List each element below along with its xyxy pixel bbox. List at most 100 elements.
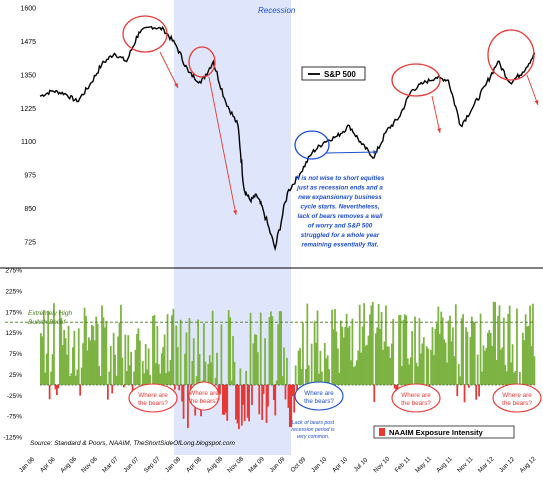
naaim-bar-negative — [373, 384, 376, 402]
x-axis-labels: Jan 06 Apr 06 Aug 06 Nov 06 Mar 07 Jun 07 Sep … — [18, 455, 538, 474]
naaim-bar-positive — [51, 354, 54, 385]
naaim-bar-positive — [245, 370, 248, 385]
naaim-bar-positive — [491, 346, 494, 385]
bear-callout-text: the bears? — [189, 398, 219, 405]
naaim-bar-positive — [370, 305, 373, 385]
arrow-head — [534, 100, 539, 105]
naaim-bar-positive — [347, 327, 349, 385]
naaim-bar-positive — [357, 350, 360, 385]
naaim-bar-negative — [246, 384, 249, 418]
naaim-bar-positive — [366, 344, 368, 385]
naaim-bar-positive — [507, 313, 510, 385]
naaim-bar-positive — [341, 326, 344, 385]
x-tick-label: May 11 — [414, 455, 433, 474]
x-tick-label: Nov 08 — [226, 455, 245, 474]
naaim-bar-positive — [411, 331, 414, 385]
x-tick-label: Nov 11 — [456, 455, 475, 474]
naaim-bar-positive — [361, 326, 364, 385]
naaim-bar-positive — [67, 325, 70, 385]
naaim-bar-negative — [187, 384, 189, 429]
naaim-bar-negative — [173, 384, 176, 390]
naaim-bar-positive — [484, 350, 486, 385]
naaim-bar-positive — [195, 376, 198, 385]
naaim-bar-negative — [57, 384, 60, 389]
x-tick-label: Jan 06 — [18, 456, 36, 474]
naaim-bar-positive — [281, 376, 284, 385]
naaim-bar-positive — [399, 315, 402, 385]
naaim-bar-negative — [288, 384, 291, 428]
naaim-bar-positive — [325, 358, 328, 385]
naaim-bar-positive — [418, 318, 421, 385]
naaim-bar-positive — [229, 317, 232, 385]
naaim-bar-positive — [117, 336, 119, 385]
naaim-y-tick-label: -25% — [7, 393, 22, 400]
bear-callout-circle — [492, 383, 542, 413]
naaim-bar-positive — [115, 375, 118, 385]
naaim-bar-positive — [421, 343, 424, 385]
sp500-y-tick-label: 1600 — [20, 6, 36, 13]
naaim-bar-positive — [532, 303, 534, 385]
x-tick-label: Aug 11 — [435, 455, 454, 474]
naaim-bar-negative — [238, 384, 240, 430]
trend-arrow — [431, 95, 441, 134]
naaim-bar-positive — [44, 372, 47, 385]
naaim-bar-positive — [405, 315, 408, 385]
naaim-bar-positive — [431, 327, 434, 385]
bear-callout-text: Where are — [304, 390, 334, 397]
naaim-bar-positive — [99, 376, 102, 385]
threshold-label-1: Extremely High — [28, 310, 72, 317]
sp500-y-tick-label: 725 — [24, 239, 36, 246]
naaim-bar-negative — [261, 384, 264, 420]
naaim-bar-positive — [63, 329, 66, 385]
naaim-bar-positive — [335, 331, 338, 385]
naaim-bar-positive — [76, 369, 79, 385]
x-tick-label: Sep 07 — [143, 455, 162, 474]
naaim-bar-positive — [494, 302, 496, 385]
naaim-bar-positive — [436, 323, 438, 385]
naaim-bar-positive — [175, 325, 178, 385]
naaim-bar-positive — [294, 365, 297, 385]
naaim-bar-positive — [105, 321, 108, 385]
naaim-bar-negative — [224, 384, 227, 413]
naaim-bar-positive — [220, 324, 223, 385]
naaim-bar-positive — [518, 371, 521, 385]
naaim-bar-positive — [192, 338, 195, 385]
naaim-bar-positive — [338, 372, 341, 385]
naaim-bar-positive — [184, 353, 186, 385]
naaim-bar-positive — [232, 336, 234, 385]
naaim-bar-positive — [513, 372, 515, 385]
naaim-bar-positive — [227, 310, 230, 385]
trend-arrow — [526, 74, 539, 106]
naaim-bar-positive — [147, 348, 150, 385]
naaim-bar-positive — [166, 314, 169, 385]
naaim-bar-positive — [275, 380, 278, 385]
naaim-bar-positive — [149, 375, 151, 385]
naaim-bar-positive — [516, 308, 518, 385]
annotation-line: new expansionary business — [298, 194, 382, 201]
naaim-bar-positive — [479, 313, 482, 385]
naaim-bar-positive — [77, 328, 80, 385]
naaim-bar-positive — [104, 327, 106, 385]
naaim-bar-positive — [307, 365, 310, 385]
naaim-bar-positive — [524, 314, 527, 385]
naaim-bar-positive — [40, 333, 42, 385]
naaim-bar-positive — [332, 329, 335, 385]
naaim-bar-positive — [304, 368, 307, 385]
naaim-bar-positive — [501, 347, 504, 385]
naaim-bar-positive — [254, 334, 256, 385]
threshold-label-2: Bullish Belief — [28, 319, 66, 326]
naaim-bar-positive — [165, 373, 167, 385]
source-note: Source: Standard & Poors, NAAIM, TheShor… — [30, 440, 235, 447]
naaim-bar-positive — [497, 315, 499, 385]
naaim-bar-positive — [58, 309, 61, 385]
sp500-y-axis: 725 850 975 1100 1225 1350 1475 1600 — [20, 6, 36, 247]
naaim-bar-positive — [521, 332, 524, 385]
naaim-bar-positive — [233, 361, 236, 385]
naaim-legend-label: NAAIM Exposure Intensity — [389, 428, 484, 437]
naaim-bar-positive — [155, 363, 157, 385]
naaim-bar-positive — [92, 326, 95, 385]
naaim-bar-positive — [47, 310, 50, 385]
naaim-bar-positive — [310, 343, 313, 385]
